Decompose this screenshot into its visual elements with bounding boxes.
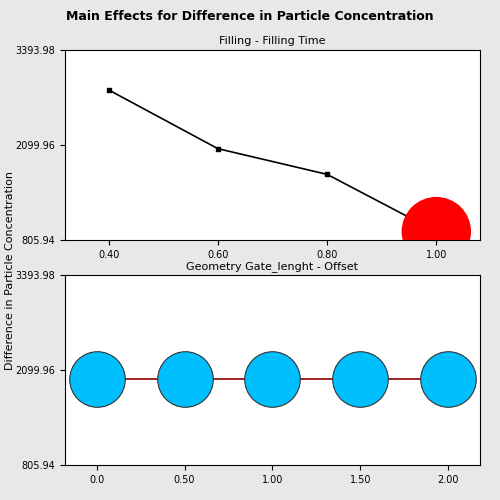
Point: [92, 375, 100, 383]
Point: [444, 375, 452, 383]
Point: [104, 86, 112, 94]
Point: [323, 170, 331, 178]
Title: Filling - Filling Time: Filling - Filling Time: [219, 36, 326, 46]
Point: [268, 375, 276, 383]
Text: Difference in Particle Concentration: Difference in Particle Concentration: [5, 170, 15, 370]
Text: Main Effects for Difference in Particle Concentration: Main Effects for Difference in Particle …: [66, 10, 434, 23]
Point: [432, 228, 440, 235]
Point: [356, 375, 364, 383]
Point: [180, 375, 188, 383]
Title: Geometry Gate_lenght - Offset: Geometry Gate_lenght - Offset: [186, 262, 358, 272]
Point: [214, 144, 222, 152]
